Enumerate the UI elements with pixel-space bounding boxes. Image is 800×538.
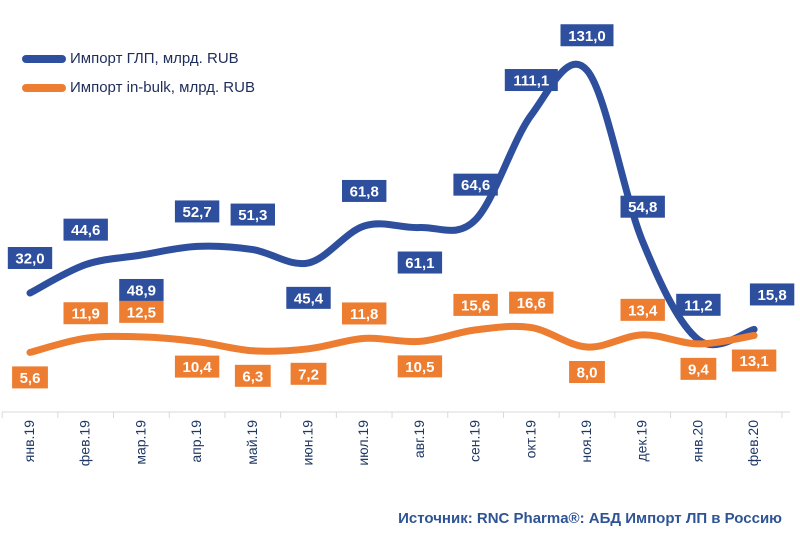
data-label-box [174, 200, 220, 223]
data-label: 8,0 [577, 365, 598, 382]
data-label-box [119, 278, 164, 301]
series-line-1 [26, 322, 758, 356]
data-label-box [342, 179, 387, 202]
data-label: 54,8 [628, 199, 657, 216]
data-label-box [290, 362, 327, 385]
data-label: 131,0 [568, 28, 606, 45]
data-label: 11,2 [684, 297, 712, 314]
data-label: 51,3 [238, 207, 267, 224]
series-line-0 [26, 60, 758, 349]
data-label-box [174, 355, 220, 378]
data-label: 48,9 [127, 282, 156, 299]
legend-item-glp: Импорт ГЛП, млрд. RUB [22, 50, 239, 67]
data-label-box [397, 355, 443, 378]
data-label: 32,0 [15, 251, 44, 268]
data-label: 16,6 [517, 295, 546, 312]
data-label-box [509, 291, 554, 314]
source-note: Источник: RNC Pharma®: АБД Импорт ЛП в Р… [398, 510, 782, 527]
data-label-box [453, 173, 498, 196]
data-label-box [63, 302, 108, 325]
data-label-box [119, 300, 164, 323]
data-label: 45,4 [294, 290, 324, 307]
data-label-box [620, 298, 665, 321]
data-label-box [504, 69, 558, 92]
data-label: 44,6 [71, 222, 100, 239]
legend-label-inbulk: Импорт in-bulk, млрд. RUB [70, 79, 255, 96]
data-label: 10,4 [182, 359, 212, 376]
data-label-box [63, 218, 108, 241]
data-label: 15,6 [461, 297, 490, 314]
x-tick-label: май.19 [244, 420, 260, 465]
data-label-box [731, 349, 777, 372]
data-label: 11,8 [350, 306, 378, 323]
data-label: 5,6 [20, 370, 41, 387]
x-tick-label: фев.20 [745, 420, 761, 466]
legend-label-glp: Импорт ГЛП, млрд. RUB [70, 50, 239, 67]
data-label: 111,1 [513, 73, 549, 90]
data-label: 9,4 [688, 361, 710, 378]
data-label-box [12, 366, 48, 389]
data-label: 13,4 [628, 302, 658, 319]
data-label-box [680, 357, 717, 380]
x-tick-label: июл.19 [355, 420, 371, 466]
x-tick-label: апр.19 [188, 420, 204, 463]
data-label-box [342, 302, 387, 325]
data-label-box [560, 24, 614, 47]
data-label-box [234, 364, 271, 387]
data-label: 11,9 [72, 306, 100, 323]
data-label: 7,2 [298, 366, 319, 383]
data-label: 6,3 [242, 368, 263, 385]
data-label-box [397, 251, 443, 274]
data-label: 12,5 [127, 304, 156, 321]
x-tick-label: янв.19 [21, 420, 37, 462]
data-label: 10,5 [405, 359, 434, 376]
x-tick-label: авг.19 [411, 420, 427, 458]
data-label-box [453, 293, 498, 316]
x-tick-label: ноя.19 [578, 420, 594, 463]
legend-swatch-glp [22, 54, 66, 63]
legend-swatch-inbulk [22, 83, 66, 92]
x-tick-label: июн.19 [300, 420, 316, 466]
legend-item-inbulk: Импорт in-bulk, млрд. RUB [22, 79, 255, 96]
data-label: 61,1 [405, 255, 434, 272]
x-tick-label: мар.19 [132, 420, 148, 465]
data-label-box [286, 286, 331, 309]
data-label-box [749, 283, 795, 306]
data-label-box [676, 293, 721, 316]
x-tick-label: окт.19 [522, 420, 538, 459]
data-label-box [569, 361, 605, 383]
x-tick-label: янв.20 [689, 420, 705, 462]
x-tick-label: дек.19 [634, 420, 650, 462]
data-label: 64,6 [461, 177, 490, 194]
data-label-box [7, 247, 53, 269]
data-label: 61,8 [350, 183, 379, 200]
data-label: 13,1 [739, 353, 768, 370]
x-tick-label: сен.19 [467, 420, 483, 462]
x-tick-label: фев.19 [77, 420, 93, 466]
data-label: 52,7 [182, 204, 211, 221]
data-label: 15,8 [757, 287, 786, 304]
data-label-box [620, 195, 665, 218]
data-label-box [230, 203, 275, 226]
